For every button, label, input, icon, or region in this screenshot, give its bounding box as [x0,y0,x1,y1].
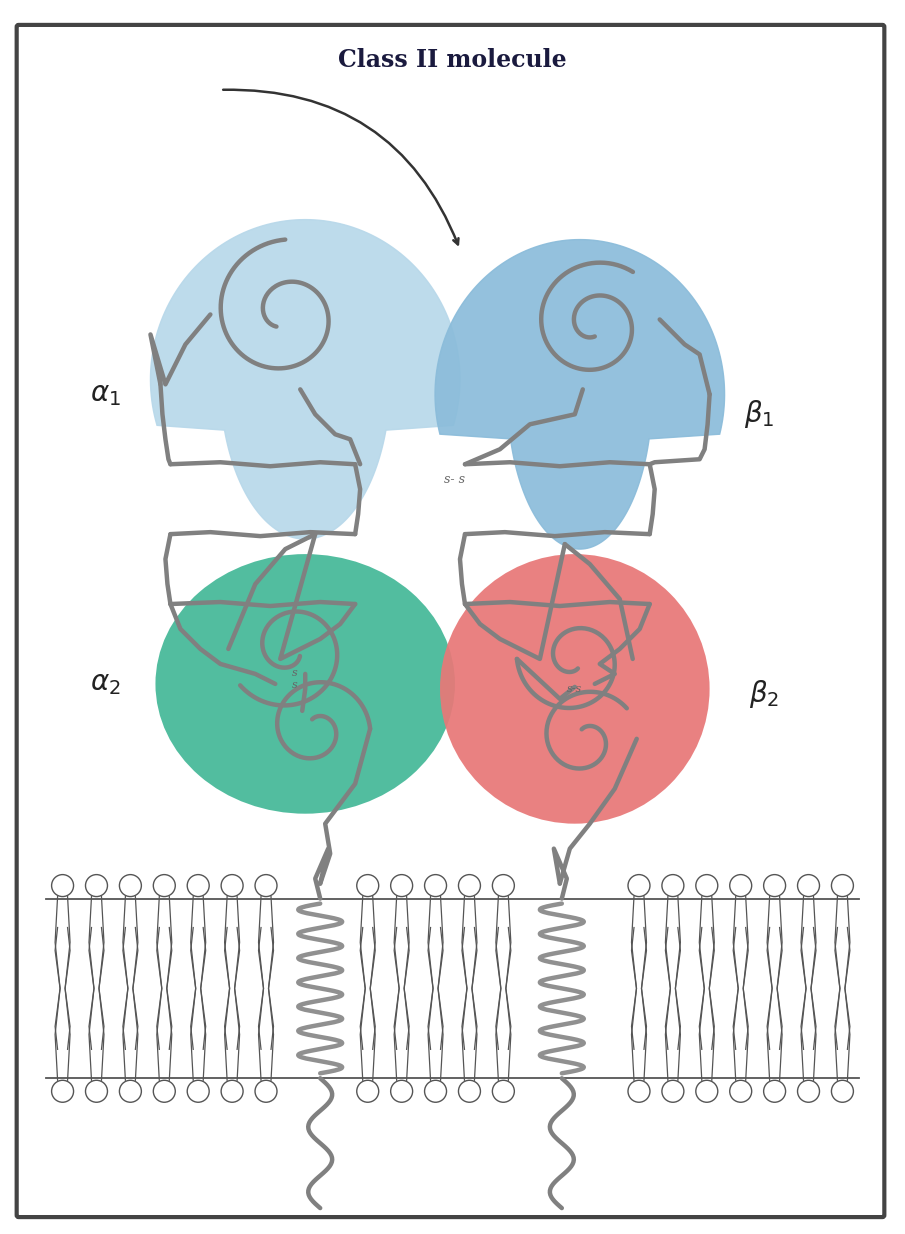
Circle shape [221,875,243,897]
Circle shape [52,875,73,897]
Circle shape [662,1080,684,1102]
Circle shape [187,1080,209,1102]
Ellipse shape [440,554,710,823]
Circle shape [357,875,378,897]
Text: $\beta_2$: $\beta_2$ [749,677,779,710]
Polygon shape [150,220,460,539]
Circle shape [696,1080,718,1102]
Circle shape [187,875,209,897]
Circle shape [459,875,481,897]
Circle shape [696,875,718,897]
Circle shape [391,875,413,897]
Circle shape [424,875,446,897]
Circle shape [492,875,514,897]
FancyBboxPatch shape [16,25,884,1217]
Circle shape [52,1080,73,1102]
Circle shape [153,1080,176,1102]
Text: $\alpha_2$: $\alpha_2$ [90,670,121,697]
Circle shape [459,1080,481,1102]
Polygon shape [435,239,725,549]
Circle shape [221,1080,243,1102]
Circle shape [153,875,176,897]
Circle shape [662,875,684,897]
Text: s-s: s-s [567,684,583,694]
Text: $\alpha_1$: $\alpha_1$ [90,381,121,408]
Circle shape [255,875,277,897]
Text: s
s: s s [292,668,298,690]
Circle shape [797,1080,820,1102]
Text: $\beta_1$: $\beta_1$ [744,399,775,431]
Circle shape [85,875,108,897]
Circle shape [492,1080,514,1102]
Circle shape [797,875,820,897]
Circle shape [119,875,141,897]
Circle shape [628,875,650,897]
Ellipse shape [156,554,455,813]
Circle shape [255,1080,277,1102]
Circle shape [764,875,786,897]
Circle shape [832,1080,853,1102]
Circle shape [832,875,853,897]
Circle shape [85,1080,108,1102]
Circle shape [119,1080,141,1102]
Text: Class II molecule: Class II molecule [338,48,567,72]
Circle shape [729,1080,752,1102]
Text: s- s: s- s [444,473,465,486]
Circle shape [729,875,752,897]
Circle shape [424,1080,446,1102]
Circle shape [628,1080,650,1102]
Circle shape [764,1080,786,1102]
Circle shape [357,1080,378,1102]
Circle shape [391,1080,413,1102]
